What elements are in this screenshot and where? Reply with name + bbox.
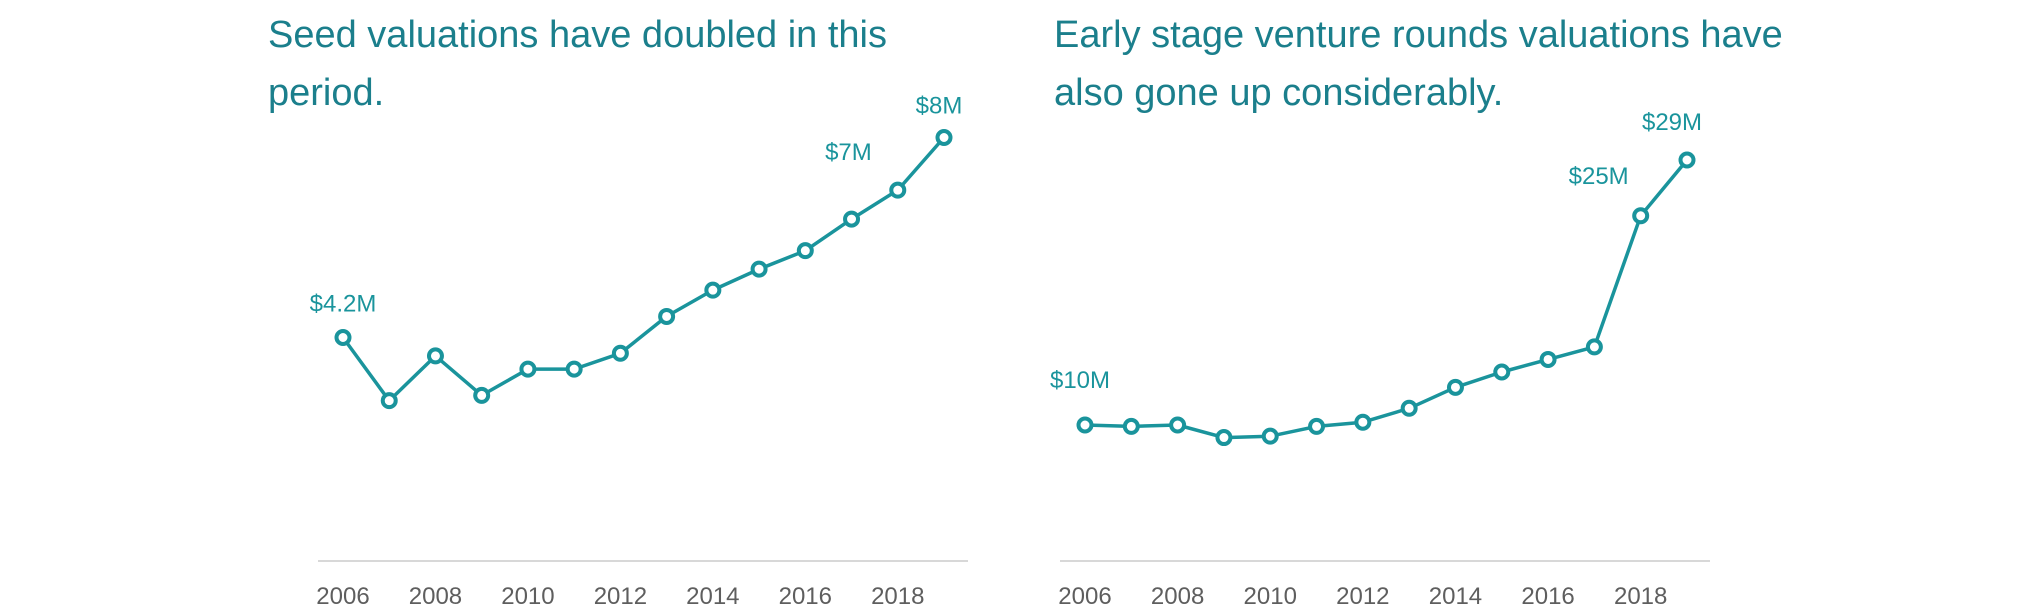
seed-valuation-line-chart: 2006 2008 2010 2012 2014 2016 2018 $4.2M $7M $8M <box>310 93 968 610</box>
x-tick-label: 2018 <box>1614 583 1667 610</box>
x-tick-label: 2006 <box>316 583 369 610</box>
data-point <box>889 181 907 199</box>
data-point <box>1215 429 1233 447</box>
data-point <box>519 360 537 378</box>
x-tick-label: 2008 <box>409 583 462 610</box>
series-line <box>341 136 946 403</box>
data-point <box>565 360 583 378</box>
data-point <box>1400 399 1418 417</box>
x-tick-label: 2012 <box>594 583 647 610</box>
x-tick-label: 2014 <box>686 583 739 610</box>
data-point <box>935 129 953 146</box>
data-label: $29M <box>1642 109 1702 136</box>
data-point <box>1122 417 1140 435</box>
data-point <box>1585 338 1603 356</box>
data-label: $4.2M <box>310 291 377 318</box>
chart-panel-seed: Seed valuations have doubled in this per… <box>0 0 1010 613</box>
data-point <box>796 242 814 260</box>
x-tick-label: 2006 <box>1058 583 1111 610</box>
data-point <box>1632 207 1650 225</box>
data-point <box>1354 413 1372 431</box>
data-point <box>1446 378 1464 396</box>
x-tick-label: 2018 <box>871 583 924 610</box>
data-point <box>1076 416 1094 434</box>
data-point <box>473 386 491 404</box>
data-point <box>1493 363 1511 381</box>
data-label: $7M <box>825 139 872 166</box>
data-point <box>1308 417 1326 435</box>
x-tick-label: 2014 <box>1429 583 1482 610</box>
x-tick-label: 2010 <box>501 583 554 610</box>
data-label: $8M <box>916 93 963 120</box>
data-point <box>380 392 398 410</box>
data-point <box>1539 350 1557 368</box>
x-tick-label: 2012 <box>1336 583 1389 610</box>
data-label: $25M <box>1569 163 1629 190</box>
chart-title: Early stage venture rounds valuations ha… <box>1054 14 1783 114</box>
data-label: $10M <box>1050 367 1110 394</box>
data-point <box>704 281 722 299</box>
data-point <box>658 307 676 325</box>
data-point <box>1678 151 1696 169</box>
data-point <box>426 347 444 365</box>
chart-panel-early-stage: Early stage venture rounds valuations ha… <box>1010 0 2035 613</box>
series-line <box>1084 158 1689 440</box>
data-point <box>334 329 352 346</box>
x-tick-label: 2008 <box>1151 583 1204 610</box>
early-stage-valuation-line-chart: 2006 2008 2010 2012 2014 2016 2018 $10M $25M $29M <box>1050 109 1710 610</box>
chart-title: Seed valuations have doubled in this per… <box>268 14 888 114</box>
x-tick-label: 2016 <box>779 583 832 610</box>
data-point <box>1169 416 1187 434</box>
data-point <box>843 210 861 228</box>
x-tick-label: 2010 <box>1244 583 1297 610</box>
data-point <box>750 260 768 278</box>
data-point <box>611 344 629 362</box>
x-tick-label: 2016 <box>1521 583 1574 610</box>
data-point <box>1261 427 1279 445</box>
